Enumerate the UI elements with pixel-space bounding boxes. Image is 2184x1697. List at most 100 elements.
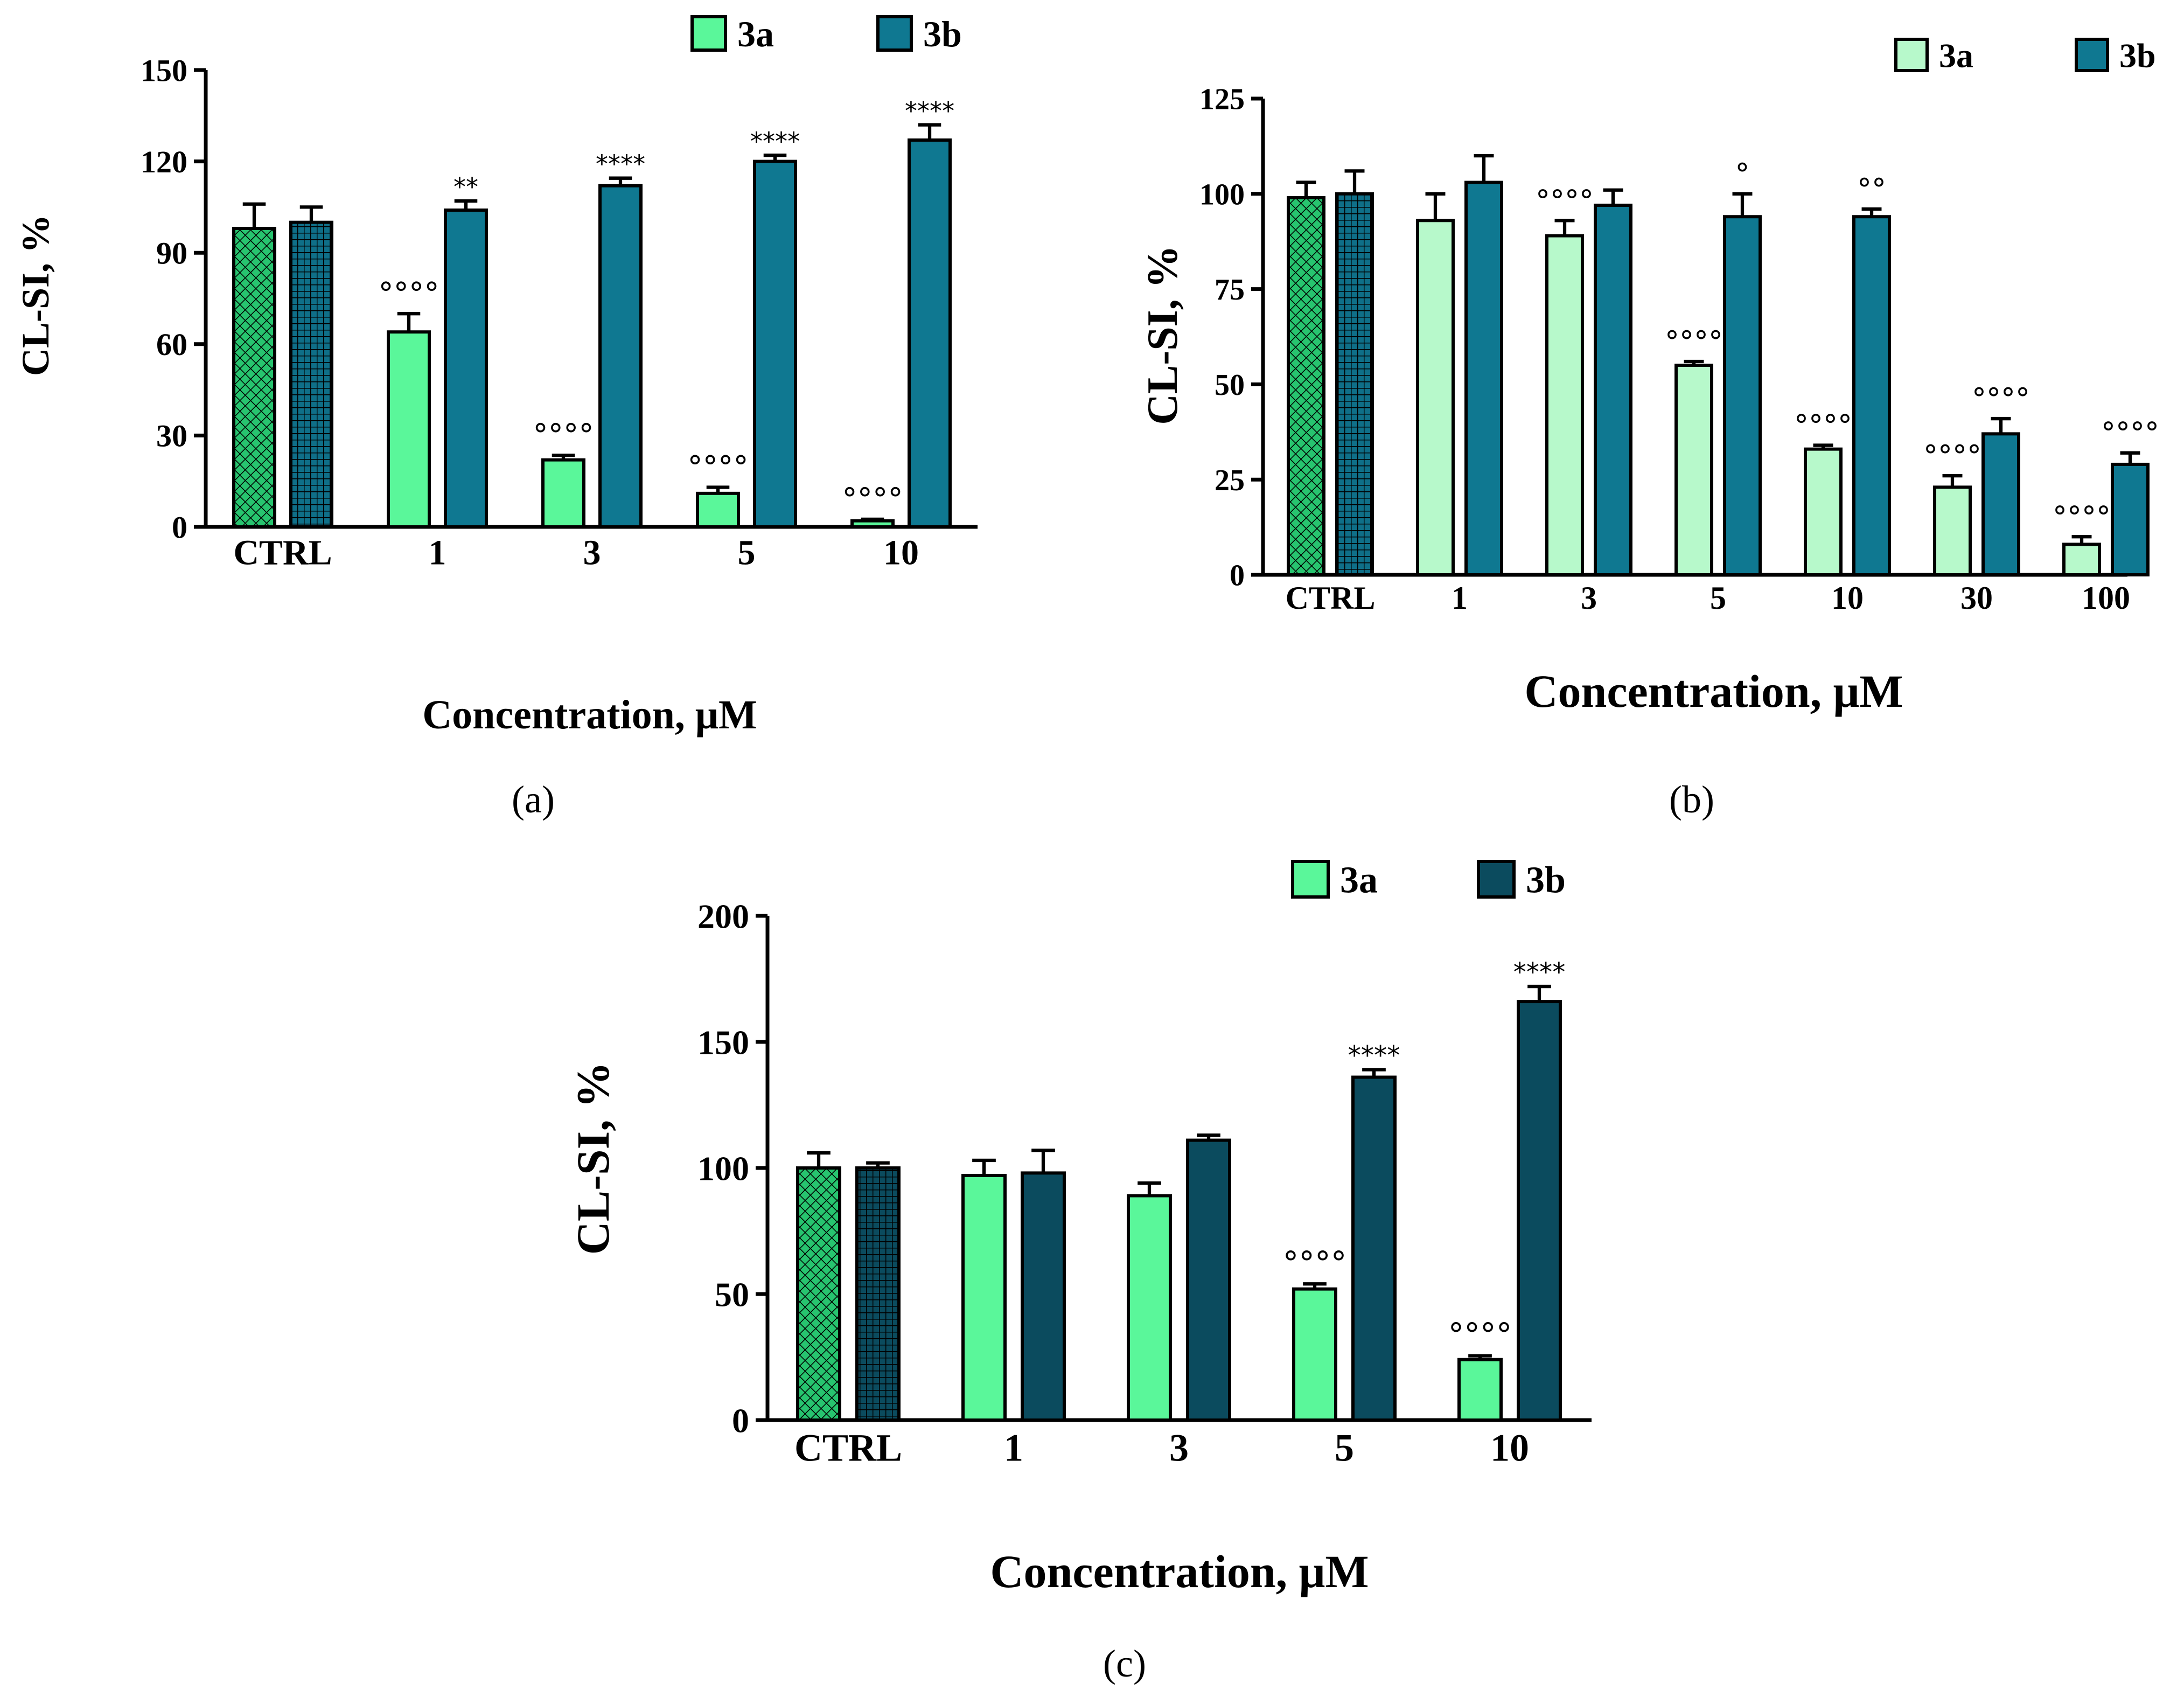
legend-label-3b: 3b bbox=[2119, 36, 2156, 74]
y-axis-label-c: CL-SI, % bbox=[567, 1062, 619, 1255]
legend-b: 3a 3b bbox=[1894, 36, 2156, 74]
bar-3b-30 bbox=[1981, 432, 2020, 576]
bar-3a-1 bbox=[1416, 219, 1455, 576]
x-axis-label-c: Concentration, μM bbox=[990, 1546, 1369, 1597]
y-tick-label: 100 bbox=[1199, 178, 1245, 211]
chart-panel-a: 3a 3b CL-SI, % Concentration, μM (a) 0 30 6… bbox=[14, 13, 978, 821]
category-label: 100 bbox=[2082, 580, 2130, 616]
y-tick-label: 0 bbox=[1230, 559, 1245, 593]
significance-annotation: °°°° bbox=[1972, 382, 2030, 416]
bar-3a-5 bbox=[696, 491, 740, 528]
legend-swatch-3b bbox=[1477, 860, 1516, 899]
bar-3b-3 bbox=[598, 184, 643, 528]
y-tick-label: 100 bbox=[697, 1149, 749, 1187]
bar-3b-CTRL bbox=[855, 1166, 901, 1422]
significance-annotation: °°°° bbox=[533, 418, 594, 453]
bar-3b-100 bbox=[2111, 462, 2150, 576]
legend-swatch-3a bbox=[1291, 860, 1330, 899]
y-tick-label: 90 bbox=[156, 236, 187, 271]
significance-annotation: ** bbox=[453, 172, 478, 201]
category-label: CTRL bbox=[1286, 580, 1376, 616]
y-tick-label: 0 bbox=[732, 1401, 749, 1439]
y-axis-label-a: CL-SI, % bbox=[14, 214, 57, 376]
bar-3a-10 bbox=[850, 519, 895, 528]
bar-3b-5 bbox=[1723, 215, 1762, 576]
category-label: 5 bbox=[1335, 1427, 1354, 1470]
significance-annotation: **** bbox=[750, 127, 800, 156]
legend-label-3a: 3a bbox=[1340, 860, 1378, 901]
bar-3a-3 bbox=[1545, 234, 1584, 576]
y-axis-label-b: CL-SI, % bbox=[1139, 245, 1187, 425]
legend-a: 3a 3b bbox=[690, 13, 962, 54]
significance-annotation: **** bbox=[1348, 1040, 1400, 1070]
chart-panel-c: 3a 3b CL-SI, % Concentration, μM (c) 0 50 1… bbox=[567, 860, 1592, 1685]
bar-3a-CTRL bbox=[796, 1166, 841, 1422]
bar-3a-5 bbox=[1292, 1287, 1337, 1422]
significance-annotation: °°°° bbox=[1536, 184, 1594, 218]
caption-c: (c) bbox=[1103, 1642, 1146, 1685]
significance-annotation: °°°° bbox=[1448, 1317, 1512, 1354]
bar-3b-3 bbox=[1186, 1138, 1231, 1422]
legend-swatch-3a bbox=[1894, 38, 1929, 72]
legend-swatch-3b bbox=[2075, 38, 2109, 72]
bar-3b-1 bbox=[444, 208, 488, 528]
y-tick-label: 200 bbox=[697, 897, 749, 935]
y-tick-label: 125 bbox=[1199, 83, 1245, 116]
bar-3a-1 bbox=[961, 1174, 1007, 1422]
category-label: 1 bbox=[429, 533, 446, 572]
bar-3a-3 bbox=[1127, 1194, 1172, 1422]
legend-label-3b: 3b bbox=[1526, 860, 1566, 901]
category-label: 1 bbox=[1452, 580, 1468, 616]
significance-annotation: °°°° bbox=[2053, 500, 2111, 534]
significance-annotation: **** bbox=[1513, 957, 1566, 987]
category-label: 30 bbox=[1960, 580, 1993, 616]
bar-3a-CTRL bbox=[1287, 196, 1325, 576]
y-tick-label: 30 bbox=[156, 419, 187, 454]
legend-swatch-3a bbox=[690, 15, 727, 52]
bar-3b-10 bbox=[1517, 1000, 1562, 1422]
category-label: CTRL bbox=[794, 1427, 902, 1470]
significance-annotation: °°°° bbox=[687, 450, 748, 485]
bar-3b-10 bbox=[1852, 215, 1891, 576]
bar-3b-CTRL bbox=[1335, 192, 1374, 576]
category-label: CTRL bbox=[233, 533, 332, 572]
legend-swatch-3b bbox=[876, 15, 913, 52]
x-axis-label-b: Concentration, μM bbox=[1524, 665, 1903, 717]
category-label: 10 bbox=[883, 533, 919, 572]
bar-3a-10 bbox=[1804, 447, 1843, 576]
y-tick-label: 120 bbox=[141, 144, 187, 179]
caption-a: (a) bbox=[512, 778, 555, 821]
chart-panel-b: 3a 3b CL-SI, % Concentration, μM (b) 0 25 5… bbox=[1139, 36, 2159, 821]
category-label: 10 bbox=[1490, 1427, 1529, 1470]
category-label: 3 bbox=[583, 533, 601, 572]
category-label: 1 bbox=[1004, 1427, 1023, 1470]
y-tick-label: 50 bbox=[1215, 368, 1245, 402]
bar-3b-CTRL bbox=[289, 220, 333, 528]
category-label: 3 bbox=[1169, 1427, 1189, 1470]
bar-3a-5 bbox=[1674, 364, 1713, 576]
category-label: 3 bbox=[1581, 580, 1597, 616]
significance-annotation: °° bbox=[1857, 172, 1886, 206]
x-axis-label-a: Concentration, μM bbox=[422, 692, 757, 738]
y-tick-label: 75 bbox=[1215, 273, 1245, 307]
legend-label-3a: 3a bbox=[1939, 36, 1973, 74]
y-tick-label: 50 bbox=[715, 1275, 749, 1313]
significance-annotation: °°°° bbox=[2101, 416, 2159, 450]
legend-label-3a: 3a bbox=[737, 13, 774, 54]
category-label: 5 bbox=[1710, 580, 1726, 616]
y-tick-label: 60 bbox=[156, 327, 187, 362]
significance-annotation: **** bbox=[905, 96, 954, 126]
bar-3a-1 bbox=[387, 330, 431, 528]
significance-annotation: °°°° bbox=[1283, 1245, 1347, 1282]
bar-3b-3 bbox=[1594, 204, 1632, 576]
legend-label-3b: 3b bbox=[923, 13, 962, 54]
caption-b: (b) bbox=[1669, 778, 1714, 821]
bar-3b-5 bbox=[753, 159, 797, 528]
category-label: 10 bbox=[1831, 580, 1864, 616]
legend-c: 3a 3b bbox=[1291, 860, 1566, 901]
significance-annotation: °°°° bbox=[378, 276, 439, 311]
bar-3b-1 bbox=[1021, 1171, 1066, 1422]
significance-annotation: °°°° bbox=[842, 482, 903, 517]
y-tick-label: 25 bbox=[1215, 464, 1245, 497]
